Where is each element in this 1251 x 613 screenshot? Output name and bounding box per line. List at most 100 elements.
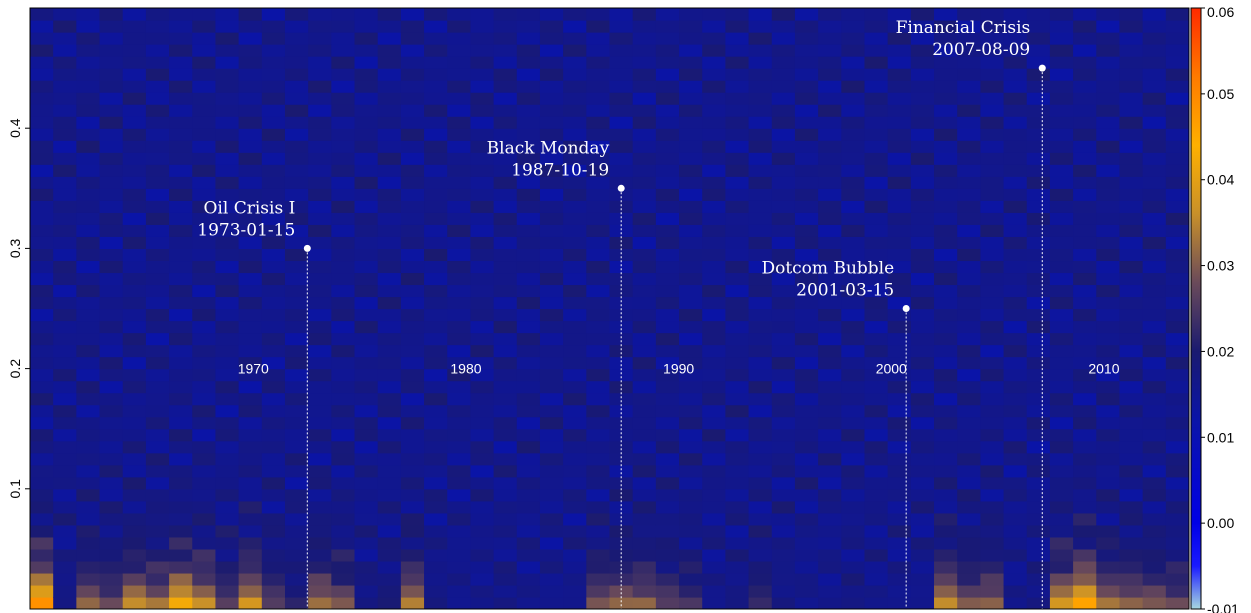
heatmap-cell — [99, 320, 124, 334]
heatmap-cell — [470, 32, 495, 45]
heatmap-cell — [400, 404, 425, 418]
heatmap-cell — [192, 164, 217, 177]
heatmap-cell — [238, 500, 263, 514]
heatmap-cell — [30, 572, 54, 586]
heatmap-cell — [771, 188, 796, 201]
heatmap-cell — [308, 188, 332, 201]
heatmap-cell — [1003, 596, 1028, 609]
heatmap-cell — [702, 344, 726, 358]
heatmap-cell — [447, 68, 472, 81]
heatmap-cell — [1003, 176, 1028, 189]
heatmap-cell — [53, 164, 77, 177]
heatmap-cell — [169, 284, 193, 298]
heatmap-cell — [308, 260, 332, 274]
heatmap-cell — [377, 320, 402, 334]
heatmap-cell — [424, 560, 448, 574]
heatmap-cell — [609, 584, 634, 598]
heatmap-cell — [586, 500, 611, 514]
heatmap-cell — [1073, 56, 1097, 69]
heatmap-cell — [702, 68, 726, 81]
heatmap-cell — [539, 344, 564, 358]
heatmap-cell — [679, 116, 703, 129]
heatmap-cell — [400, 200, 425, 213]
heatmap-cell — [169, 560, 193, 574]
heatmap-cell — [934, 584, 958, 598]
heatmap-cell — [331, 560, 356, 574]
heatmap-cell — [1119, 596, 1144, 609]
heatmap-cell — [238, 296, 263, 310]
heatmap-cell — [261, 476, 286, 490]
heatmap-cell — [53, 500, 77, 514]
heatmap-cell — [1096, 176, 1121, 189]
heatmap-cell — [493, 140, 518, 153]
heatmap-cell — [1003, 260, 1028, 274]
heatmap-cell — [818, 32, 842, 45]
heatmap-cell — [377, 368, 402, 382]
heatmap-cell — [632, 536, 657, 550]
heatmap-cell — [516, 404, 541, 418]
heatmap-cell — [215, 368, 240, 382]
heatmap-cell — [215, 212, 240, 225]
heatmap-cell — [632, 368, 657, 382]
heatmap-cell — [632, 560, 657, 574]
heatmap-cell — [331, 476, 356, 490]
heatmap-cell — [818, 200, 842, 213]
heatmap-cell — [725, 116, 750, 129]
heatmap-cell — [864, 392, 889, 406]
heatmap-cell — [122, 500, 147, 514]
heatmap-cell — [145, 152, 170, 165]
heatmap-cell — [424, 416, 448, 430]
heatmap-cell — [679, 320, 703, 334]
heatmap-cell — [377, 176, 402, 189]
heatmap-cell — [632, 404, 657, 418]
heatmap-cell — [1073, 272, 1097, 286]
heatmap-cell — [470, 452, 495, 466]
heatmap-cell — [632, 320, 657, 334]
heatmap-cell — [76, 188, 101, 201]
heatmap-cell — [122, 404, 147, 418]
heatmap-cell — [563, 296, 587, 310]
heatmap-cell — [910, 20, 935, 33]
heatmap-cell — [377, 68, 402, 81]
heatmap-cell — [818, 68, 842, 81]
heatmap-cell — [516, 572, 541, 586]
heatmap-cell — [725, 500, 750, 514]
heatmap-cell — [470, 140, 495, 153]
heatmap-cell — [308, 116, 332, 129]
heatmap-cell — [400, 320, 425, 334]
heatmap-cell — [1073, 8, 1097, 21]
heatmap-cell — [1165, 260, 1189, 274]
heatmap-cell — [1026, 500, 1051, 514]
heatmap-cell — [284, 452, 309, 466]
heatmap-cell — [632, 104, 657, 117]
heatmap-cell — [1003, 32, 1028, 45]
heatmap-cell — [586, 260, 611, 274]
heatmap-cell — [748, 224, 773, 237]
heatmap-cell — [192, 212, 217, 225]
heatmap-cell — [980, 356, 1005, 370]
heatmap-cell — [516, 488, 541, 502]
heatmap-cell — [910, 572, 935, 586]
heatmap-cell — [1165, 452, 1189, 466]
heatmap-cell — [563, 80, 587, 93]
heatmap-cell — [1119, 380, 1144, 394]
heatmap-cell — [910, 380, 935, 394]
heatmap-cell — [99, 104, 124, 117]
heatmap-cell — [725, 560, 750, 574]
heatmap-cell — [539, 464, 564, 478]
heatmap-cell — [609, 272, 634, 286]
heatmap-cell — [980, 140, 1005, 153]
heatmap-cell — [284, 584, 309, 598]
heatmap-cell — [980, 248, 1005, 262]
heatmap-cell — [725, 380, 750, 394]
heatmap-cell — [493, 188, 518, 201]
heatmap-cell — [980, 104, 1005, 117]
heatmap-cell — [980, 212, 1005, 225]
heatmap-cell — [748, 332, 773, 346]
heatmap-cell — [122, 584, 147, 598]
heatmap-cell — [493, 404, 518, 418]
heatmap-cell — [748, 488, 773, 502]
heatmap-cell — [864, 260, 889, 274]
heatmap-cell — [1073, 260, 1097, 274]
heatmap-cell — [424, 140, 448, 153]
